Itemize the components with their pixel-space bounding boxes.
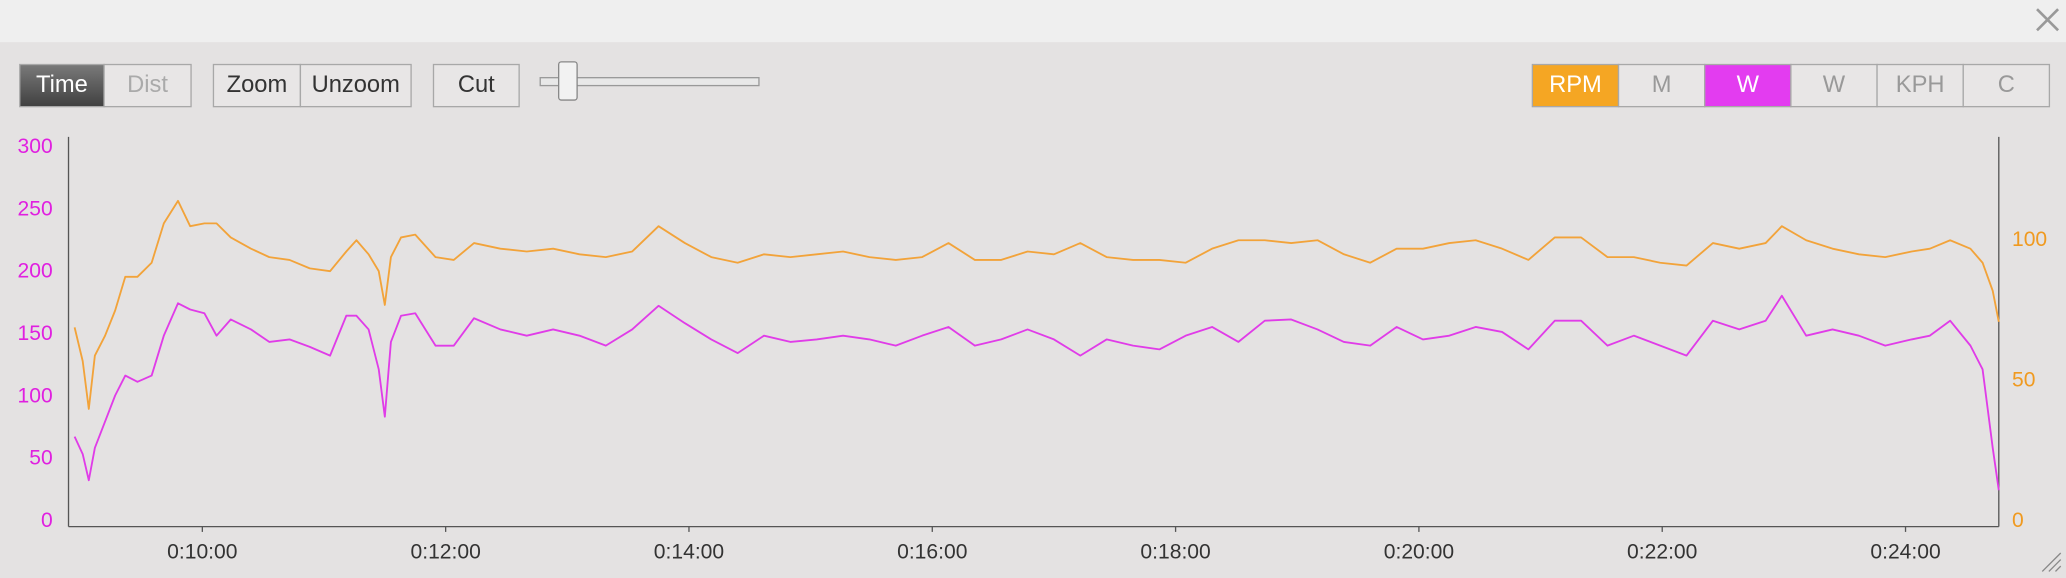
button-label[interactable]: Time: [36, 72, 88, 98]
y-tick-label: 100: [18, 384, 53, 407]
button[interactable]: [1962, 63, 2051, 108]
x-tick-label: 0:20:00: [1384, 541, 1454, 564]
x-tick-label: 0:24:00: [1870, 541, 1940, 564]
button[interactable]: [103, 63, 192, 108]
series-line: [73, 199, 2000, 410]
button[interactable]: [432, 63, 520, 108]
y-tick-label: 200: [18, 260, 53, 283]
x-tick-label: 0:18:00: [1140, 541, 1210, 564]
y-tick-label: 300: [18, 135, 53, 158]
button-label[interactable]: Unzoom: [312, 72, 400, 98]
button-label[interactable]: Dist: [127, 72, 168, 98]
x-tick-label: 0:14:00: [654, 541, 724, 564]
slider-thumb[interactable]: [558, 61, 578, 101]
resize-grip[interactable]: [2041, 552, 2062, 572]
button[interactable]: [299, 63, 412, 108]
x-tick-label: 0:12:00: [410, 541, 480, 564]
y-tick-label: 250: [18, 197, 53, 220]
y-tick-label: 150: [18, 322, 53, 345]
slider-track[interactable]: [539, 77, 760, 87]
y2-tick-label: 50: [2012, 368, 2035, 391]
button-label[interactable]: M: [1652, 72, 1672, 98]
button[interactable]: [1876, 63, 1964, 108]
title-bar: [0, 0, 2066, 43]
button-label[interactable]: Cut: [458, 72, 495, 98]
y2-tick-label: 100: [2012, 228, 2047, 251]
button[interactable]: [1617, 63, 1706, 108]
button-label[interactable]: W: [1823, 72, 1846, 98]
button-label[interactable]: C: [1998, 72, 2015, 98]
close-button[interactable]: [2036, 8, 2060, 32]
y-tick-label: 50: [29, 447, 52, 470]
button-label[interactable]: Zoom: [227, 72, 288, 98]
button[interactable]: [19, 63, 105, 108]
button-label[interactable]: W: [1737, 72, 1760, 98]
x-tick-label: 0:16:00: [897, 541, 967, 564]
series-line: [73, 294, 2000, 491]
button-label[interactable]: RPM: [1549, 72, 1602, 98]
button[interactable]: [1704, 63, 1792, 108]
axes: [67, 136, 2000, 528]
x-tick-label: 0:22:00: [1627, 541, 1697, 564]
y-tick-label: 0: [41, 509, 53, 532]
y2-tick-label: 0: [2012, 509, 2024, 532]
x-tick-label: 0:10:00: [167, 541, 237, 564]
button-label[interactable]: KPH: [1896, 72, 1945, 98]
button[interactable]: [1790, 63, 1878, 108]
